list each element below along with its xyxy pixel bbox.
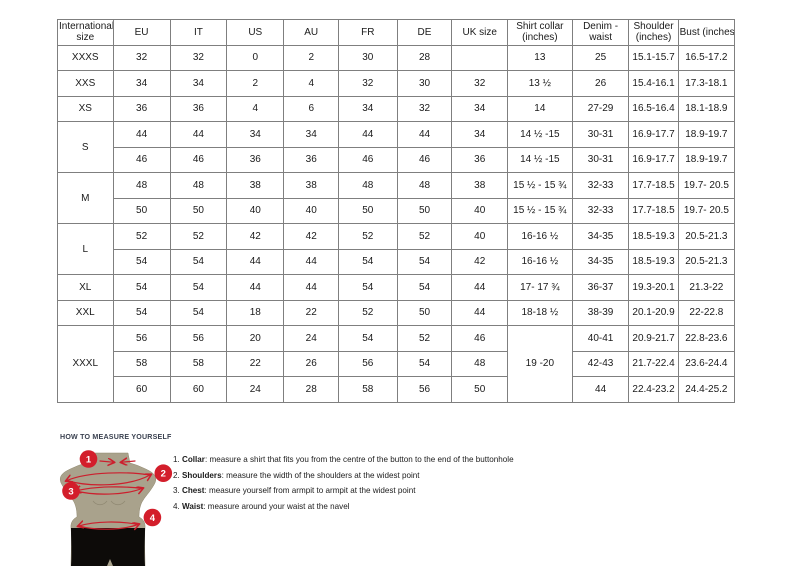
svg-text:4: 4 bbox=[150, 513, 156, 524]
svg-text:3: 3 bbox=[68, 486, 73, 497]
svg-text:1: 1 bbox=[86, 454, 92, 465]
svg-text:2: 2 bbox=[161, 469, 166, 480]
